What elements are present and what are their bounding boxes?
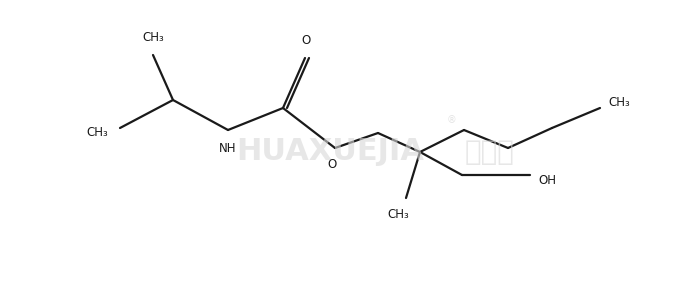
Text: CH₃: CH₃	[387, 208, 409, 221]
Text: ®: ®	[447, 115, 457, 125]
Text: O: O	[302, 34, 311, 47]
Text: 化学加: 化学加	[465, 138, 515, 166]
Text: O: O	[327, 158, 336, 171]
Text: NH: NH	[219, 142, 237, 155]
Text: CH₃: CH₃	[608, 96, 630, 109]
Text: CH₃: CH₃	[142, 31, 164, 44]
Text: HUAXUEJIA: HUAXUEJIA	[236, 138, 424, 167]
Text: OH: OH	[538, 175, 556, 188]
Text: CH₃: CH₃	[86, 125, 108, 138]
